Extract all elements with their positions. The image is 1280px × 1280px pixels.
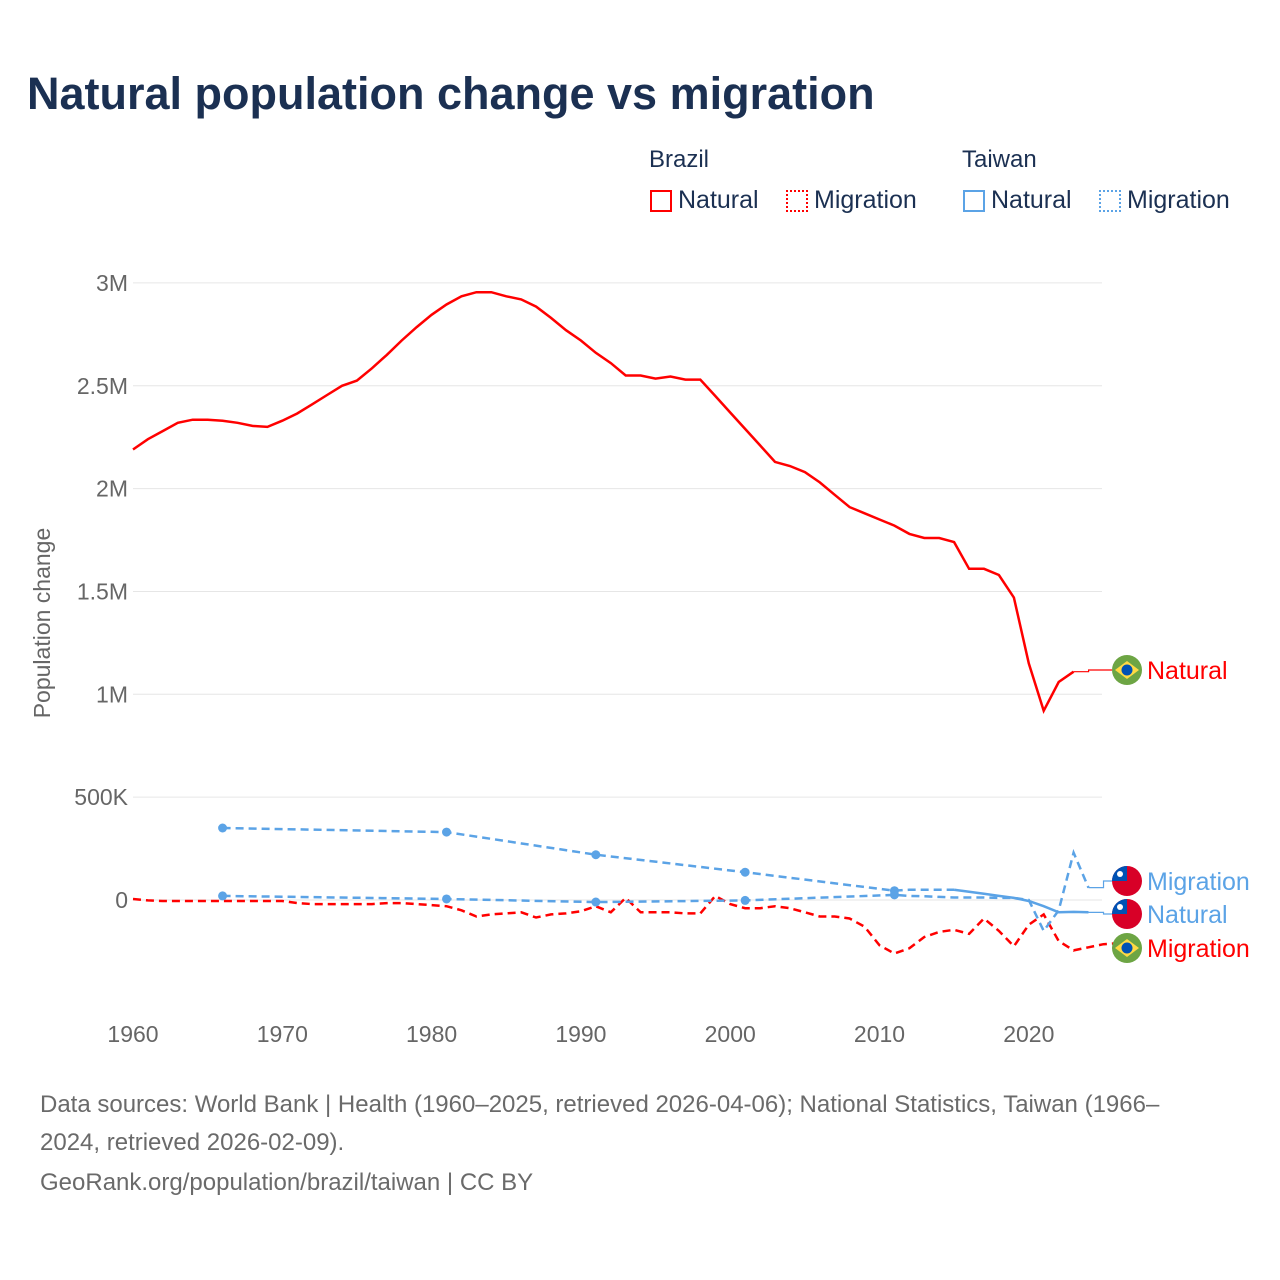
taiwan-natural-end-label: Natural bbox=[1147, 901, 1228, 929]
footer-sources: Data sources: World Bank | Health (1960–… bbox=[40, 1086, 1159, 1162]
x-tick-label: 1960 bbox=[107, 1021, 158, 1047]
chart-title: Natural population change vs migration bbox=[27, 68, 875, 119]
y-tick-label: 0 bbox=[115, 887, 128, 913]
dotted-swatch-icon bbox=[786, 189, 808, 212]
legend-brazil-migration[interactable]: Migration bbox=[786, 186, 917, 215]
legend-taiwan-migration[interactable]: Migration bbox=[1099, 186, 1230, 215]
x-tick-label: 2010 bbox=[854, 1021, 905, 1047]
dotted-swatch-icon bbox=[1099, 189, 1121, 212]
taiwan-migration-point bbox=[591, 897, 601, 907]
y-tick-label: 2M bbox=[96, 476, 128, 502]
brazil-migration-line bbox=[132, 894, 1119, 955]
brazil-natural-line bbox=[132, 290, 1075, 715]
taiwan-migration-point bbox=[740, 895, 750, 905]
taiwan-migration-point bbox=[442, 894, 452, 904]
y-tick-label: 1M bbox=[96, 681, 128, 707]
taiwan-natural-point bbox=[591, 850, 601, 860]
brazil-flag-icon bbox=[1121, 942, 1133, 954]
taiwan-migration-point bbox=[889, 890, 899, 900]
brazil-natural-end-label: Natural bbox=[1147, 657, 1228, 685]
taiwan-flag-icon bbox=[1117, 871, 1123, 877]
solid-swatch-icon bbox=[963, 189, 985, 212]
taiwan-natural-point bbox=[218, 823, 228, 833]
legend-group-brazil: Brazil bbox=[649, 146, 710, 173]
taiwan-flag-icon bbox=[1117, 904, 1123, 910]
taiwan-natural-connector bbox=[1088, 911, 1112, 915]
legend-taiwan-natural[interactable]: Natural bbox=[963, 186, 1072, 215]
legend-group-taiwan: Taiwan bbox=[962, 146, 1037, 173]
legend-label: Natural bbox=[678, 186, 759, 214]
taiwan-natural-point bbox=[740, 867, 750, 877]
taiwan-migration-end-label: Migration bbox=[1147, 868, 1250, 896]
x-tick-label: 1980 bbox=[406, 1021, 457, 1047]
y-tick-label: 2.5M bbox=[77, 373, 128, 399]
y-tick-label: 1.5M bbox=[77, 578, 128, 604]
x-tick-label: 2020 bbox=[1003, 1021, 1054, 1047]
taiwan-migration-line bbox=[222, 848, 1090, 934]
solid-swatch-icon bbox=[650, 189, 672, 212]
y-tick-label: 3M bbox=[96, 270, 128, 296]
plot-area: Population change 3M 2.5M 2M 1.5M 1M 500K 0 196… bbox=[29, 270, 1250, 1047]
brazil-flag-icon bbox=[1121, 664, 1133, 676]
legend-brazil-natural[interactable]: Natural bbox=[650, 186, 759, 215]
footer-line: Data sources: World Bank | Health (1960–… bbox=[40, 1091, 1160, 1118]
legend-label: Migration bbox=[814, 186, 917, 214]
taiwan-migration-connector bbox=[1088, 880, 1112, 889]
taiwan-natural-point bbox=[442, 827, 452, 837]
brazil-migration-end-label: Migration bbox=[1147, 935, 1250, 963]
taiwan-migration-point bbox=[218, 891, 228, 901]
footer-attribution[interactable]: GeoRank.org/population/brazil/taiwan | C… bbox=[40, 1169, 534, 1196]
taiwan-natural-line bbox=[953, 888, 1089, 914]
taiwan-natural-line bbox=[222, 826, 955, 892]
legend-label: Natural bbox=[991, 186, 1072, 214]
x-tick-label: 1970 bbox=[257, 1021, 308, 1047]
footer-line: 2024, retrieved 2026-02-09). bbox=[40, 1129, 345, 1156]
x-tick-label: 2000 bbox=[705, 1021, 756, 1047]
brazil-natural-connector bbox=[1073, 669, 1112, 673]
x-tick-label: 1990 bbox=[555, 1021, 606, 1047]
legend-label: Migration bbox=[1127, 186, 1230, 214]
y-tick-label: 500K bbox=[74, 784, 128, 810]
y-axis-label: Population change bbox=[29, 528, 55, 719]
